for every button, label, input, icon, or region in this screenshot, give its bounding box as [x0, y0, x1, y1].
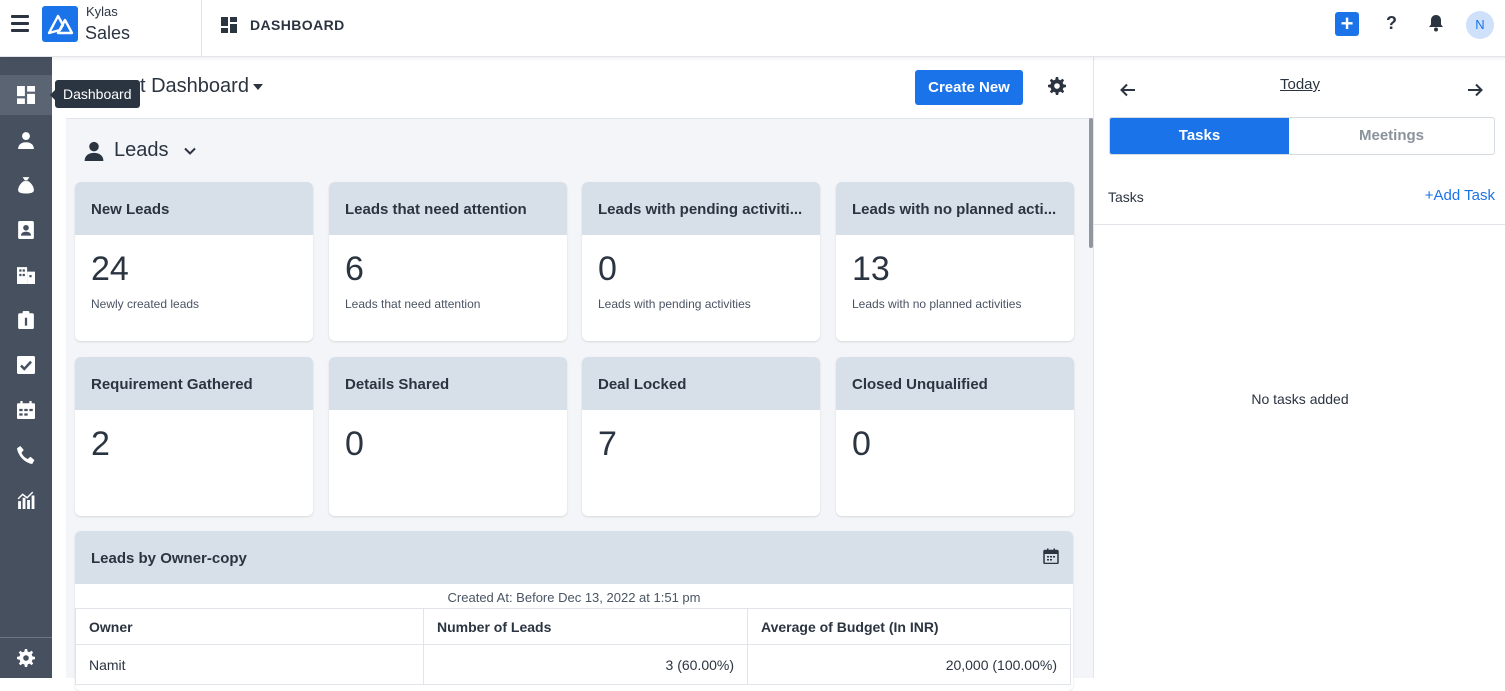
metric-card[interactable]: Leads with no planned acti... 13 Leads w… — [836, 182, 1074, 341]
dashboard-selector[interactable]: t Dashboard — [140, 75, 263, 98]
divider — [1094, 224, 1505, 225]
card-subtitle: Leads with pending activities — [598, 297, 751, 311]
table-cell: 3 (60.00%) — [423, 644, 748, 685]
dashboard-icon — [17, 86, 35, 104]
dashboard-icon — [221, 17, 237, 33]
chevron-down-icon — [183, 147, 196, 155]
create-new-button[interactable]: Create New — [915, 70, 1023, 105]
caret-down-icon — [252, 83, 263, 90]
card-value: 2 — [91, 425, 110, 463]
gear-icon — [17, 649, 35, 667]
metric-card[interactable]: Closed Unqualified 0 — [836, 357, 1074, 516]
card-value: 13 — [852, 250, 890, 288]
phone-icon — [17, 446, 35, 464]
card-title: Closed Unqualified — [836, 357, 1074, 410]
card-value: 0 — [345, 425, 364, 463]
card-title: Leads that need attention — [329, 182, 567, 235]
right-panel: Today Tasks Meetings Tasks +Add Task No … — [1093, 57, 1505, 678]
sidebar-item-deals[interactable] — [0, 165, 52, 205]
metric-card[interactable]: Details Shared 0 — [329, 357, 567, 516]
avatar[interactable]: N — [1466, 11, 1494, 39]
sidebar-item-leads[interactable] — [0, 120, 52, 160]
add-task-button[interactable]: +Add Task — [1424, 187, 1495, 204]
help-icon[interactable]: ? — [1386, 13, 1397, 33]
reports-icon — [17, 491, 35, 509]
metric-card[interactable]: Requirement Gathered 2 — [75, 357, 313, 516]
scrollbar[interactable] — [1089, 118, 1093, 248]
card-value: 24 — [91, 250, 129, 288]
gear-icon[interactable] — [1048, 77, 1066, 95]
arrow-right-icon[interactable] — [1466, 81, 1484, 99]
card-value: 0 — [852, 425, 871, 463]
sidebar-item-meetings[interactable] — [0, 390, 52, 430]
top-bar: Kylas Sales DASHBOARD + ? N — [0, 0, 1505, 57]
product-name: Sales — [85, 23, 131, 43]
report-title: Leads by Owner-copy — [91, 550, 247, 567]
card-title: New Leads — [75, 182, 313, 235]
metric-card[interactable]: Leads that need attention 6 Leads that n… — [329, 182, 567, 341]
metric-card[interactable]: Leads with pending activiti... 0 Leads w… — [582, 182, 820, 341]
page-title: DASHBOARD — [250, 17, 345, 33]
clipboard-icon — [18, 311, 34, 329]
sidebar-item-quotes[interactable] — [0, 300, 52, 340]
task-meeting-tabs: Tasks Meetings — [1109, 117, 1495, 155]
sidebar-item-contacts[interactable] — [0, 210, 52, 250]
sidebar-item-tasks[interactable] — [0, 345, 52, 385]
card-value: 7 — [598, 425, 617, 463]
card-title: Requirement Gathered — [75, 357, 313, 410]
section-title: Leads — [114, 139, 169, 161]
bell-icon[interactable] — [1427, 14, 1445, 32]
card-title: Leads with no planned acti... — [836, 182, 1074, 235]
card-subtitle: Newly created leads — [91, 297, 200, 311]
divider — [201, 0, 202, 57]
kylas-logo — [42, 6, 78, 42]
quick-add-button[interactable]: + — [1335, 12, 1359, 36]
column-header[interactable]: Average of Budget (In INR) — [747, 608, 1071, 645]
dashboard-title: t Dashboard — [140, 75, 249, 97]
card-subtitle: Leads that need attention — [345, 297, 481, 311]
table-cell: Namit — [75, 644, 424, 685]
table-cell: 20,000 (100.00%) — [747, 644, 1071, 685]
card-value: 0 — [598, 250, 617, 288]
sidebar-settings[interactable] — [0, 637, 52, 678]
sidebar-item-dashboard[interactable] — [0, 75, 52, 115]
hamburger-menu-icon[interactable] — [11, 15, 29, 35]
tab-meetings[interactable]: Meetings — [1358, 127, 1424, 144]
calendar-icon — [17, 401, 35, 419]
column-header[interactable]: Number of Leads — [423, 608, 748, 645]
report-card: Leads by Owner-copy Created At: Before D… — [75, 531, 1073, 691]
dashboard-content: Leads New Leads 24 Newly created leads L… — [66, 118, 1093, 691]
sidebar — [0, 57, 52, 678]
tab-tasks[interactable]: Tasks — [1110, 118, 1289, 154]
dashboard-tooltip: Dashboard — [50, 80, 140, 108]
contacts-icon — [18, 221, 34, 239]
sidebar-item-reports[interactable] — [0, 480, 52, 520]
tasks-label: Tasks — [1108, 189, 1144, 205]
arrow-left-icon[interactable] — [1119, 81, 1137, 99]
main-area: t Dashboard Create New Leads New Leads 2… — [52, 57, 1093, 691]
card-title: Details Shared — [329, 357, 567, 410]
user-icon — [18, 132, 34, 149]
column-header[interactable]: Owner — [75, 608, 424, 645]
card-title: Deal Locked — [582, 357, 820, 410]
checkbox-icon — [17, 356, 35, 374]
brand-name: Kylas — [86, 4, 118, 19]
sidebar-item-calls[interactable] — [0, 435, 52, 475]
report-table: Owner Number of Leads Average of Budget … — [75, 608, 1071, 685]
money-bag-icon — [18, 177, 34, 194]
card-value: 6 — [345, 250, 364, 288]
today-link[interactable]: Today — [1280, 76, 1321, 93]
metric-card[interactable]: Deal Locked 7 — [582, 357, 820, 516]
report-caption: Created At: Before Dec 13, 2022 at 1:51 … — [447, 590, 701, 605]
metric-card[interactable]: New Leads 24 Newly created leads — [75, 182, 313, 341]
card-subtitle: Leads with no planned activities — [852, 297, 1022, 311]
table-row: Namit 3 (60.00%) 20,000 (100.00%) — [75, 644, 1071, 685]
empty-state: No tasks added — [1251, 391, 1349, 407]
sidebar-item-companies[interactable] — [0, 255, 52, 295]
calendar-icon[interactable] — [1043, 548, 1059, 564]
card-title: Leads with pending activiti... — [582, 182, 820, 235]
section-selector[interactable]: Leads — [84, 139, 207, 162]
building-icon — [17, 267, 35, 284]
user-icon — [84, 141, 104, 161]
